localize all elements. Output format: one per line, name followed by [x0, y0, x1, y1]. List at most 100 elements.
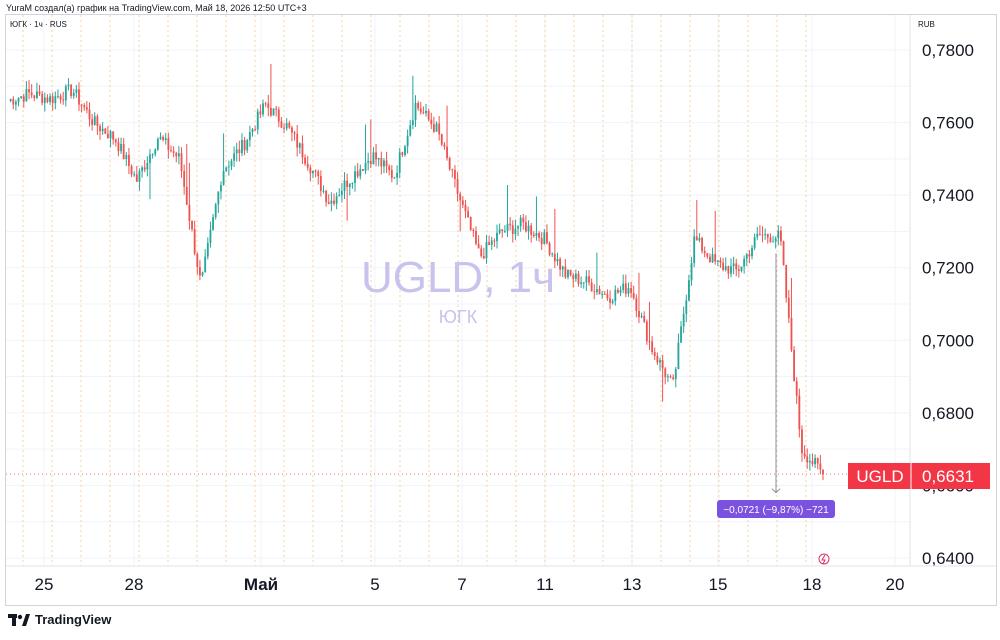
- candle-body: [690, 263, 693, 281]
- candle-body: [819, 463, 822, 470]
- candle-body: [188, 204, 191, 221]
- candle-body: [724, 266, 727, 270]
- candle-body: [766, 234, 769, 238]
- candle-body: [419, 108, 422, 113]
- candle-body: [401, 152, 404, 155]
- candle-body: [511, 225, 514, 235]
- candle-body: [80, 104, 83, 106]
- candle-body: [653, 352, 656, 356]
- chart-frame: [5, 14, 997, 606]
- candle-body: [651, 341, 654, 353]
- candle-body: [714, 254, 717, 262]
- candle-body: [730, 266, 732, 274]
- candle-body: [235, 149, 238, 154]
- candle-body: [772, 241, 774, 243]
- candle-body: [209, 229, 212, 243]
- candle-body: [280, 121, 283, 128]
- candle-body: [627, 288, 630, 294]
- price-tag: [848, 463, 990, 489]
- candle-body: [262, 103, 264, 115]
- candle-body: [393, 177, 396, 179]
- y-tick-label: 0,7000: [922, 331, 974, 350]
- candle-body: [254, 129, 257, 131]
- candle-body: [695, 236, 698, 241]
- candle-body: [356, 171, 359, 177]
- candle-body: [493, 240, 496, 242]
- candle-body: [503, 231, 506, 233]
- candle-body: [645, 321, 648, 342]
- candle-body: [451, 169, 454, 171]
- candle-body: [572, 275, 575, 280]
- candle-body: [333, 200, 335, 204]
- candle-body: [388, 166, 391, 171]
- candle-body: [758, 233, 761, 235]
- candle-body: [617, 289, 619, 293]
- candle-body: [230, 160, 233, 167]
- candle-body: [175, 152, 178, 157]
- candle-body: [180, 153, 183, 172]
- candle-body: [109, 131, 112, 139]
- candle-body: [99, 126, 101, 132]
- candle-body: [164, 138, 167, 141]
- y-tick-label: 0,6800: [922, 404, 974, 423]
- candle-body: [59, 96, 62, 100]
- candle-body: [196, 253, 199, 268]
- candle-body: [548, 243, 551, 255]
- candle-body: [672, 377, 675, 380]
- candle-body: [664, 368, 667, 378]
- candle-body: [814, 458, 817, 465]
- y-tick-label: 0,7800: [922, 41, 974, 60]
- candle-body: [677, 342, 680, 370]
- axis-currency: RUB: [918, 20, 935, 29]
- candle-body: [569, 269, 572, 276]
- candle-body: [446, 146, 448, 159]
- candle-body: [251, 129, 254, 133]
- candle-body: [461, 200, 464, 205]
- candle-body: [432, 124, 435, 132]
- candle-body: [346, 180, 349, 188]
- candle-body: [67, 84, 70, 87]
- candle-body: [509, 223, 512, 226]
- candle-body: [156, 138, 159, 150]
- candle-body: [227, 166, 230, 168]
- candle-body: [787, 297, 790, 318]
- candle-body: [535, 233, 538, 237]
- candle-body: [753, 237, 756, 248]
- lightning-icon: [818, 553, 830, 565]
- candle-body: [143, 167, 146, 170]
- candle-body: [225, 167, 228, 171]
- candle-body: [430, 119, 433, 125]
- candle-body: [632, 293, 635, 299]
- candle-body: [648, 341, 651, 343]
- candle-body: [319, 176, 322, 192]
- candle-body: [406, 135, 409, 147]
- candle-body: [709, 256, 711, 263]
- candle-body: [35, 91, 38, 98]
- candle-body: [396, 172, 399, 178]
- candle-body: [91, 119, 94, 125]
- candle-body: [327, 202, 330, 204]
- candle-body: [727, 266, 730, 274]
- candle-body: [38, 91, 41, 94]
- candle-body: [51, 96, 54, 104]
- price-tag-ticker: UGLD: [856, 467, 903, 486]
- candle-body: [256, 111, 259, 130]
- x-tick-label: Май: [244, 575, 278, 594]
- candle-body: [501, 229, 504, 232]
- candle-body: [606, 294, 609, 299]
- candle-body: [598, 289, 601, 295]
- candle-body: [740, 266, 743, 271]
- x-axis-area: [6, 566, 996, 605]
- candle-body: [764, 234, 767, 236]
- candle-body: [687, 280, 690, 301]
- candle-body: [191, 220, 193, 230]
- candle-body: [808, 460, 811, 463]
- candle-body: [377, 157, 380, 160]
- candle-body: [506, 223, 509, 232]
- candle-body: [454, 169, 456, 180]
- candle-body: [88, 109, 91, 120]
- candle-body: [22, 96, 25, 102]
- candle-body: [480, 248, 483, 257]
- candle-body: [304, 157, 307, 164]
